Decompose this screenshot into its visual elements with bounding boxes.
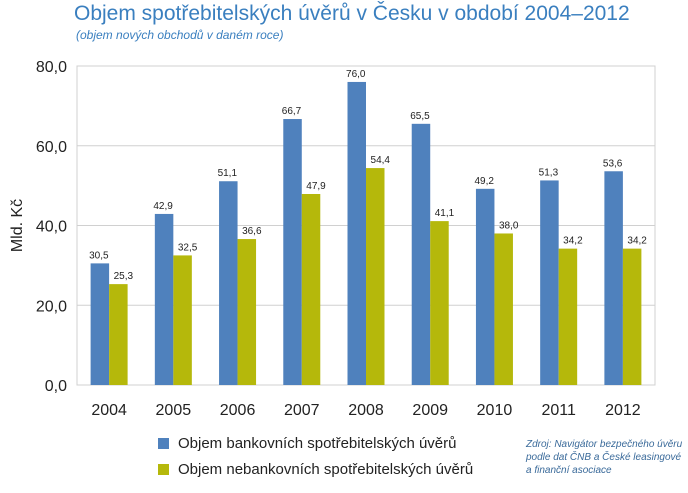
- y-tick-label: 40,0: [36, 219, 67, 236]
- bar-bank: [411, 123, 431, 385]
- data-label: 41,1: [435, 208, 455, 219]
- bar-bank: [154, 213, 174, 385]
- legend: Objem bankovních spotřebitelských úvěrů …: [158, 430, 473, 482]
- data-label: 30,5: [89, 250, 109, 261]
- bar-bank: [219, 181, 238, 385]
- x-tick-label: 2007: [284, 402, 320, 419]
- x-tick-label: 2008: [348, 402, 384, 419]
- data-label: 51,1: [218, 168, 238, 179]
- data-label: 54,4: [371, 155, 391, 166]
- bar-bank: [90, 263, 110, 385]
- bar-nonbank: [237, 239, 257, 385]
- data-label: 49,2: [474, 176, 494, 187]
- data-label: 25,3: [114, 271, 134, 282]
- x-tick-label: 2010: [477, 402, 513, 419]
- legend-label-bank: Objem bankovních spotřebitelských úvěrů: [178, 434, 457, 452]
- y-axis-label: Mld. Kč: [9, 199, 26, 252]
- source-note: Zdroj: Navigátor bezpečného úvěru podle …: [526, 439, 683, 476]
- data-label: 38,0: [499, 220, 519, 231]
- data-label: 53,6: [603, 158, 623, 169]
- bar-bank: [283, 119, 302, 385]
- y-tick-label: 60,0: [36, 139, 67, 156]
- x-tick-label: 2012: [605, 402, 641, 419]
- chart-title: Objem spotřebitelských úvěrů v Česku v o…: [74, 2, 630, 25]
- legend-label-nonbank: Objem nebankovních spotřebitelských úvěr…: [178, 460, 474, 478]
- bar-bank: [475, 188, 495, 385]
- x-tick-label: 2009: [412, 402, 448, 419]
- bar-nonbank: [173, 255, 192, 385]
- x-tick-label: 2011: [541, 402, 576, 419]
- legend-item-bank: Objem bankovních spotřebitelských úvěrů: [158, 430, 473, 456]
- bar-nonbank: [301, 193, 321, 385]
- bar-bank: [540, 180, 559, 385]
- legend-swatch-nonbank: [158, 463, 169, 475]
- y-tick-label: 0,0: [45, 378, 67, 395]
- data-label: 34,2: [563, 236, 583, 247]
- legend-item-nonbank: Objem nebankovních spotřebitelských úvěr…: [158, 456, 473, 482]
- bar-bank: [347, 81, 366, 385]
- bar-nonbank: [622, 248, 642, 385]
- data-label: 36,6: [242, 226, 262, 237]
- y-tick-label: 20,0: [36, 298, 67, 315]
- data-label: 42,9: [153, 201, 173, 212]
- data-label: 76,0: [346, 69, 366, 80]
- bar-nonbank: [494, 233, 513, 385]
- bar-bank: [604, 171, 623, 385]
- x-tick-label: 2005: [156, 402, 192, 419]
- bar-nonbank: [366, 168, 385, 385]
- y-tick-label: 80,0: [36, 59, 67, 76]
- x-tick-label: 2004: [91, 402, 127, 419]
- data-label: 34,2: [627, 236, 647, 247]
- bar-nonbank: [430, 221, 449, 385]
- bar-nonbank: [558, 248, 578, 385]
- data-label: 65,5: [410, 111, 430, 122]
- data-label: 32,5: [178, 242, 198, 253]
- data-label: 51,3: [539, 167, 559, 178]
- bar-nonbank: [109, 284, 128, 385]
- data-label: 47,9: [306, 181, 326, 192]
- legend-swatch-bank: [158, 437, 169, 449]
- chart-subtitle: (objem nových obchodů v daném roce): [76, 28, 284, 42]
- data-label: 66,7: [282, 106, 302, 117]
- x-tick-label: 2006: [220, 402, 256, 419]
